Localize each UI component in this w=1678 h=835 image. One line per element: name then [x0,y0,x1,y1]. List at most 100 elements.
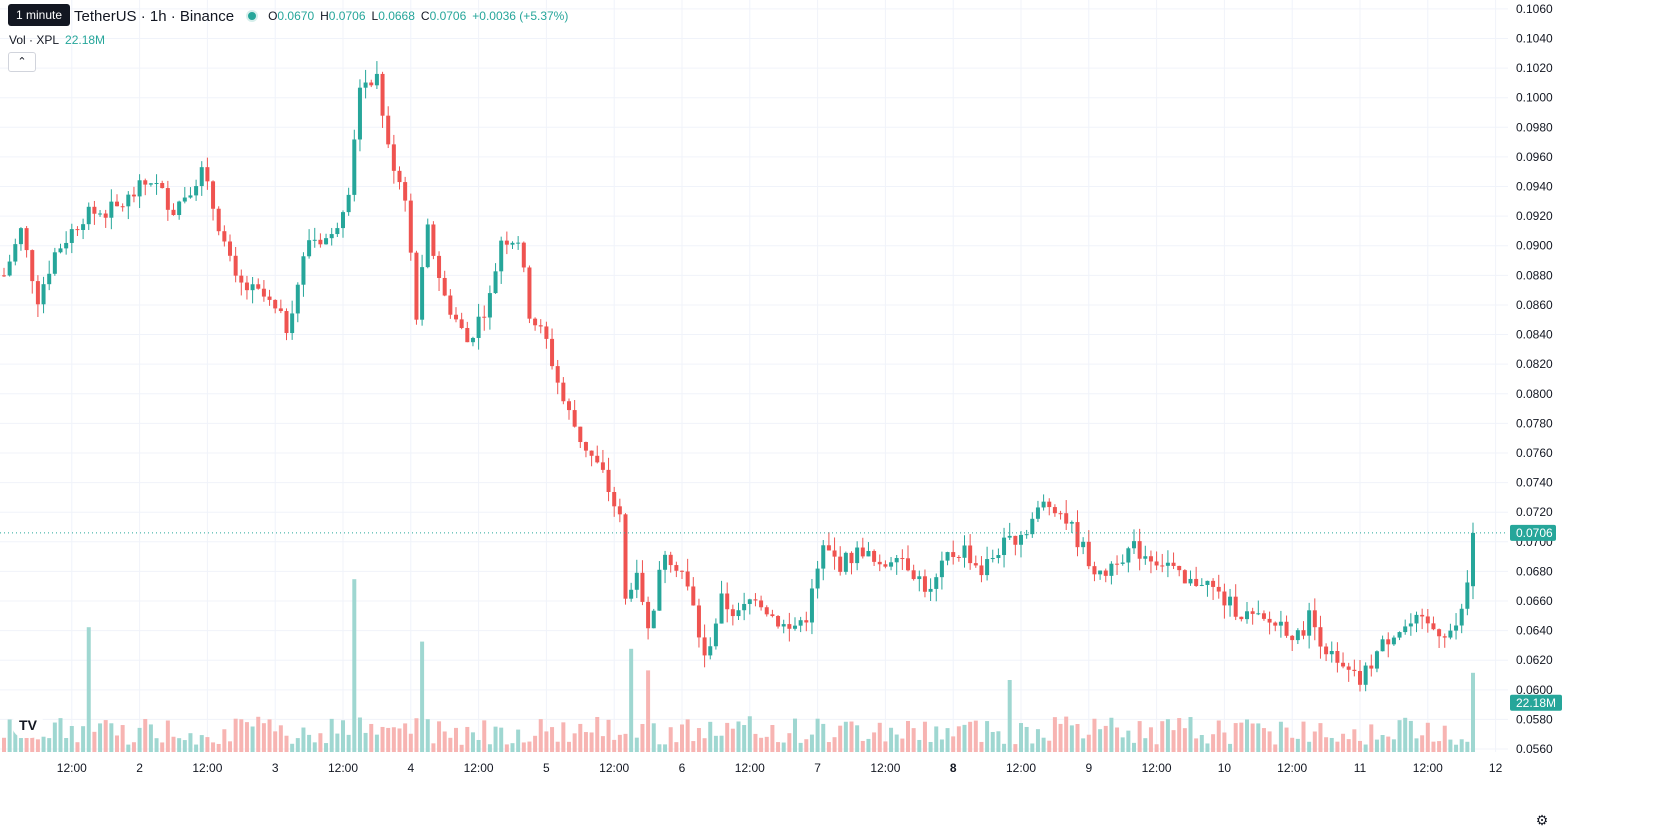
volume-bar [815,718,820,752]
candle-body [1239,616,1244,620]
volume-bar [832,737,837,752]
candle-body [1222,591,1227,606]
volume-bar [24,730,29,752]
volume-bar [143,718,148,752]
volume-bar [13,722,18,752]
volume-bar [838,725,843,752]
volume-bar [1408,720,1413,752]
candle-body [713,623,718,647]
candle-body [736,610,741,617]
candle-body [1013,535,1018,545]
candle-body [352,139,357,195]
candle-body [126,194,131,207]
candle-body [1386,639,1391,645]
volume-bar [764,736,769,752]
candle-body [567,401,571,411]
volume-bar [41,736,46,752]
candle-body [188,195,193,198]
candle-body [329,234,334,239]
candle-body [1374,651,1379,669]
candle-body [290,313,295,334]
volume-bar [380,726,385,752]
volume-bar [753,733,758,752]
volume-bar [346,734,351,752]
candle-body [1194,578,1199,586]
volume-bar [1391,739,1396,752]
candle-body [318,239,323,245]
candle-body [103,213,108,218]
volume-bar [1363,744,1368,752]
volume-bar [1437,741,1442,752]
candle-body [894,558,899,563]
high-value: H0.0706 [320,9,366,23]
volume-bar [301,727,306,752]
volume-bar [1069,725,1074,752]
volume-bar [261,723,266,752]
volume-bar [521,742,526,752]
volume-bar [538,719,543,752]
volume-legend-label: Vol · XPL [9,33,60,47]
volume-bar [1052,717,1057,752]
candle-body [1312,610,1317,628]
candle-body [1160,565,1165,567]
volume-bar [883,741,888,752]
volume-bar [1346,739,1351,752]
candle-body [363,82,368,88]
y-tick-label: 0.1060 [1516,2,1553,16]
volume-bar [911,728,916,752]
collapse-legend-button[interactable]: ⌃ [8,52,36,72]
volume-bar [2,737,6,752]
chevron-up-icon: ⌃ [17,56,27,68]
candle-body [2,275,6,277]
volume-bar [1380,735,1385,752]
y-tick-label: 0.0900 [1516,239,1553,253]
x-tick-label: 12:00 [599,761,629,775]
x-tick-label: 12:00 [1277,761,1307,775]
symbol-title[interactable]: TetherUS · 1h · Binance [74,7,235,25]
candle-body [1228,596,1233,606]
volume-bar [1047,740,1052,752]
volume-bar [1358,740,1362,752]
volume-bar [1442,725,1447,752]
volume-bar [92,731,97,752]
candle-body [572,410,577,427]
volume-bar [233,718,238,752]
y-tick-label: 0.0600 [1516,683,1553,697]
candle-body [267,296,272,300]
volume-bar [374,734,379,752]
gear-icon[interactable]: ⚙ [1535,812,1549,828]
candle-body [1115,563,1120,565]
volume-bar [504,744,509,752]
volume-bar [1256,723,1261,752]
candle-body [725,593,730,610]
candle-body [1284,621,1289,636]
candle-body [510,242,515,245]
x-tick-label: 12:00 [1142,761,1172,775]
volume-bar [1329,737,1334,752]
volume-bar [459,744,464,752]
volume-bar [250,726,255,752]
volume-bar [397,728,402,752]
volume-bar [843,721,848,752]
tradingview-logo-icon[interactable]: TV [12,712,44,738]
candle-body [312,239,317,241]
candle-body [177,201,182,216]
candle-body [826,545,831,551]
volume-bar [640,723,645,752]
volume-bar [329,718,334,752]
volume-bar [1290,737,1295,752]
candle-body [211,181,216,209]
candle-body [866,550,871,557]
candle-body [273,299,278,309]
volume-bar [776,742,781,752]
market-status-icon[interactable] [246,10,259,22]
candle-body [759,600,764,608]
volume-bar [273,731,278,752]
candle-body [137,180,142,197]
volume-bar [849,721,854,752]
candle-body [250,284,255,291]
candle-body [945,552,950,561]
candle-body [143,180,148,185]
candle-body [1098,570,1103,575]
